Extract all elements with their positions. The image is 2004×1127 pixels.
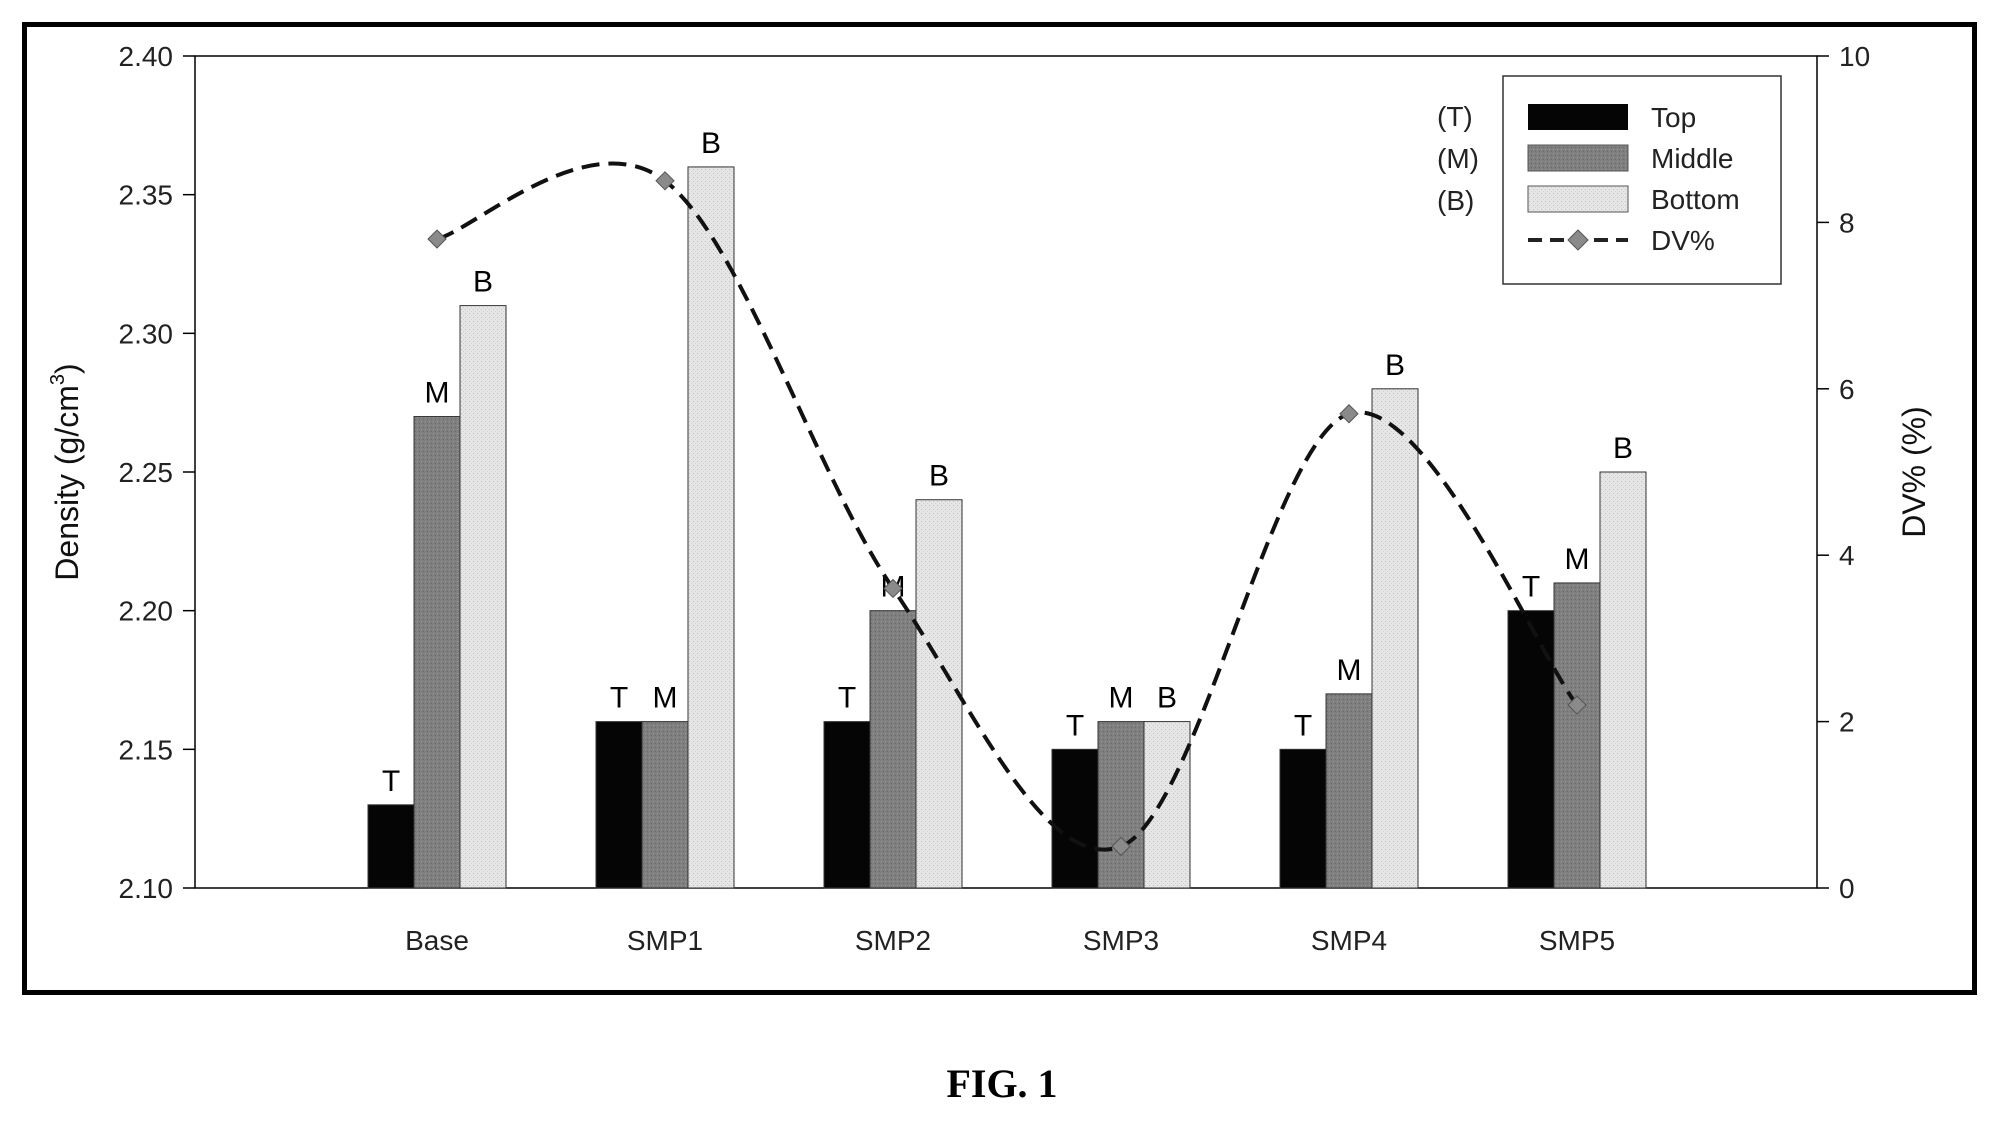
y2-tick-label: 8 [1839, 207, 1855, 238]
legend-label-top: Top [1651, 102, 1696, 133]
bar-label-top: T [1294, 709, 1312, 742]
y-tick-label: 2.15 [119, 734, 174, 765]
bar-label-top: T [382, 765, 400, 798]
y-tick-label: 2.10 [119, 873, 174, 904]
y-tick-label: 2.30 [119, 318, 174, 349]
x-tick-label: SMP2 [855, 925, 931, 956]
bar-middle-smp4 [1326, 694, 1372, 888]
bar-top-base [368, 805, 414, 888]
bar-label-middle: M [1565, 543, 1590, 576]
y2-tick-label: 0 [1839, 873, 1855, 904]
legend-code-middle: (M) [1437, 143, 1479, 174]
x-tick-label: SMP1 [627, 925, 703, 956]
y2-axis-title: DV% (%) [1896, 406, 1932, 538]
bar-label-top: T [1066, 709, 1084, 742]
bar-top-smp1 [596, 722, 642, 888]
legend-swatch-bottom [1528, 186, 1628, 212]
bar-bottom-smp3 [1144, 722, 1190, 888]
bar-label-top: T [838, 682, 856, 715]
y-tick-label: 2.20 [119, 596, 174, 627]
legend-code-top: (T) [1437, 101, 1473, 132]
chart-svg: Density (g/cm3) DV% (%) 2.10 2.15 2.20 2.25… [0, 0, 2004, 1040]
legend-label-middle: Middle [1651, 143, 1733, 174]
dv-point-smp4 [1340, 405, 1358, 423]
bar-bottom-smp2 [916, 500, 962, 888]
legend: Top Middle Bottom DV% [1503, 76, 1781, 284]
y2-tick-label: 10 [1839, 41, 1870, 72]
bar-label-top: T [1522, 571, 1540, 604]
y2-tick-label: 4 [1839, 540, 1855, 571]
bar-label-middle: M [1109, 682, 1134, 715]
bars-layer: TTTTTTMMMMMMBBBBBB [368, 127, 1646, 888]
y-tick-label: 2.40 [119, 41, 174, 72]
bar-label-bottom: B [473, 266, 493, 299]
bar-label-middle: M [425, 377, 450, 410]
bar-middle-smp1 [642, 722, 688, 888]
bar-middle-smp2 [870, 611, 916, 888]
y-tick-label: 2.35 [119, 180, 174, 211]
bar-middle-smp3 [1098, 722, 1144, 888]
y-axis-title: Density (g/cm3) [47, 363, 85, 580]
bar-label-bottom: B [1157, 682, 1177, 715]
legend-swatch-middle [1528, 145, 1628, 171]
bar-bottom-smp4 [1372, 389, 1418, 888]
x-tick-label: SMP3 [1083, 925, 1159, 956]
x-tick-label: Base [405, 925, 469, 956]
legend-code-bottom: (B) [1437, 185, 1474, 216]
bar-label-bottom: B [701, 127, 721, 160]
figure-caption: FIG. 1 [0, 1060, 2004, 1107]
bar-top-smp3 [1052, 749, 1098, 888]
legend-label-dv: DV% [1651, 225, 1715, 256]
y-tick-label: 2.25 [119, 457, 174, 488]
legend-swatch-top [1528, 104, 1628, 130]
legend-label-bottom: Bottom [1651, 184, 1740, 215]
bar-label-middle: M [1337, 654, 1362, 687]
bar-bottom-base [460, 306, 506, 888]
bar-label-bottom: B [929, 460, 949, 493]
bar-label-bottom: B [1613, 432, 1633, 465]
x-tick-label: SMP4 [1311, 925, 1387, 956]
y2-tick-label: 6 [1839, 374, 1855, 405]
dv-point-base [428, 230, 446, 248]
bar-bottom-smp5 [1600, 472, 1646, 888]
bar-label-bottom: B [1385, 349, 1405, 382]
bar-top-smp2 [824, 722, 870, 888]
bar-middle-smp5 [1554, 583, 1600, 888]
bar-bottom-smp1 [688, 167, 734, 888]
bar-label-top: T [610, 682, 628, 715]
y2-tick-label: 2 [1839, 707, 1855, 738]
x-tick-label: SMP5 [1539, 925, 1615, 956]
bar-top-smp4 [1280, 749, 1326, 888]
bar-label-middle: M [653, 682, 678, 715]
bar-middle-base [414, 417, 460, 888]
